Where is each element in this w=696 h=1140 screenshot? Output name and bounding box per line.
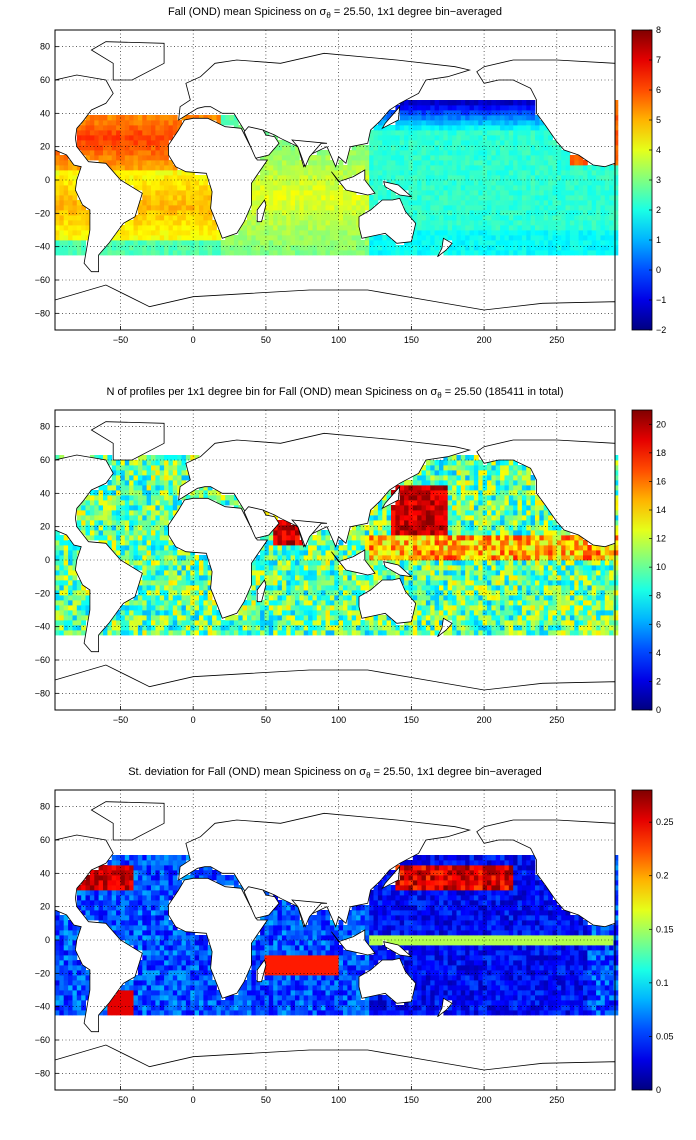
y-tick-label: 20 bbox=[40, 902, 50, 912]
x-tick-label: 250 bbox=[549, 715, 564, 725]
x-tick-label: −50 bbox=[113, 1095, 128, 1105]
colorbar bbox=[631, 409, 653, 711]
colorbar-tick-label: 7 bbox=[656, 55, 661, 65]
x-tick-label: 200 bbox=[477, 1095, 492, 1105]
y-tick-label: 60 bbox=[40, 455, 50, 465]
x-tick-label: 100 bbox=[331, 335, 346, 345]
x-tick-label: −50 bbox=[113, 715, 128, 725]
map-plot: −50 0 50 100 150 200 250806040200−20−40−60−808… bbox=[35, 25, 667, 345]
colorbar-tick-label: −2 bbox=[656, 325, 666, 335]
y-tick-label: 0 bbox=[45, 935, 50, 945]
colorbar-tick-label: 0 bbox=[656, 1085, 661, 1095]
colorbar-tick-label: 5 bbox=[656, 115, 661, 125]
y-tick-label: 80 bbox=[40, 42, 50, 52]
colorbar-tick-label: 3 bbox=[656, 175, 661, 185]
x-tick-label: 50 bbox=[261, 335, 271, 345]
colorbar-tick-label: −1 bbox=[656, 295, 666, 305]
y-tick-label: −40 bbox=[35, 1002, 50, 1012]
y-tick-label: 40 bbox=[40, 868, 50, 878]
y-tick-label: −20 bbox=[35, 208, 50, 218]
profile-count-panel: N of profiles per 1x1 degree bin for Fal… bbox=[0, 380, 696, 760]
colorbar-tick-label: 0.1 bbox=[656, 978, 669, 988]
colorbar-tick-label: 0 bbox=[656, 705, 661, 715]
colorbar-tick-label: 10 bbox=[656, 562, 666, 572]
y-tick-label: −80 bbox=[35, 1068, 50, 1078]
ocean-data bbox=[55, 100, 619, 256]
spiciness-stdev-panel: St. deviation for Fall (OND) mean Spicin… bbox=[0, 760, 696, 1140]
gridlines bbox=[55, 410, 615, 710]
colorbar-tick-label: 0.25 bbox=[656, 817, 674, 827]
x-tick-label: 0 bbox=[191, 715, 196, 725]
coastlines bbox=[54, 421, 616, 711]
x-tick-label: 150 bbox=[404, 715, 419, 725]
y-tick-label: 40 bbox=[40, 108, 50, 118]
y-tick-label: −80 bbox=[35, 688, 50, 698]
gridlines bbox=[55, 30, 615, 330]
y-tick-label: −40 bbox=[35, 622, 50, 632]
x-tick-label: 100 bbox=[331, 1095, 346, 1105]
panel-title: N of profiles per 1x1 degree bin for Fal… bbox=[106, 386, 564, 401]
x-tick-label: 50 bbox=[261, 1095, 271, 1105]
y-tick-label: 60 bbox=[40, 75, 50, 85]
colorbar-tick-label: 0.2 bbox=[656, 871, 669, 881]
colorbar-tick-label: 8 bbox=[656, 25, 661, 35]
colorbar-tick-label: 0.15 bbox=[656, 924, 674, 934]
colorbar-tick-label: 2 bbox=[656, 205, 661, 215]
x-tick-label: 200 bbox=[477, 335, 492, 345]
y-tick-label: −60 bbox=[35, 1035, 50, 1045]
x-tick-label: 0 bbox=[191, 1095, 196, 1105]
map-plot: −50 0 50 100 150 200 250806040200−20−40−60−802… bbox=[35, 409, 666, 725]
y-tick-label: −20 bbox=[35, 588, 50, 598]
colorbar-tick-label: 0.05 bbox=[656, 1031, 674, 1041]
y-tick-label: −80 bbox=[35, 308, 50, 318]
ocean-data bbox=[55, 855, 619, 1016]
y-tick-label: 80 bbox=[40, 422, 50, 432]
x-tick-label: 0 bbox=[191, 335, 196, 345]
panel-title: Fall (OND) mean Spiciness on σθ = 25.50,… bbox=[167, 6, 503, 21]
x-tick-label: 250 bbox=[549, 335, 564, 345]
colorbar-tick-label: 14 bbox=[656, 505, 666, 515]
colorbar-tick-label: 6 bbox=[656, 85, 661, 95]
colorbar-tick-label: 8 bbox=[656, 591, 661, 601]
y-tick-label: −60 bbox=[35, 275, 50, 285]
y-tick-label: −60 bbox=[35, 655, 50, 665]
y-tick-label: 80 bbox=[40, 802, 50, 812]
colorbar-tick-label: 4 bbox=[656, 648, 661, 658]
x-tick-label: 50 bbox=[261, 715, 271, 725]
x-tick-label: 150 bbox=[404, 1095, 419, 1105]
colorbar-tick-label: 18 bbox=[656, 448, 666, 458]
colorbar bbox=[631, 789, 653, 1091]
colorbar-tick-label: 20 bbox=[656, 419, 666, 429]
y-tick-label: −20 bbox=[35, 968, 50, 978]
colorbar-tick-label: 4 bbox=[656, 145, 661, 155]
panel-title: St. deviation for Fall (OND) mean Spicin… bbox=[128, 766, 542, 781]
x-tick-label: 150 bbox=[404, 335, 419, 345]
y-tick-label: 0 bbox=[45, 555, 50, 565]
colorbar-tick-label: 6 bbox=[656, 619, 661, 629]
y-tick-label: 60 bbox=[40, 835, 50, 845]
colorbar-tick-label: 2 bbox=[656, 676, 661, 686]
spiciness-mean-panel: Fall (OND) mean Spiciness on σθ = 25.50,… bbox=[0, 0, 696, 380]
y-tick-label: 20 bbox=[40, 522, 50, 532]
y-tick-label: 0 bbox=[45, 175, 50, 185]
colorbar-tick-label: 16 bbox=[656, 476, 666, 486]
y-tick-label: −40 bbox=[35, 242, 50, 252]
y-tick-label: 40 bbox=[40, 488, 50, 498]
x-tick-label: 200 bbox=[477, 715, 492, 725]
ocean-data bbox=[55, 455, 619, 636]
colorbar-tick-label: 0 bbox=[656, 265, 661, 275]
gridlines bbox=[55, 790, 615, 1090]
x-tick-label: −50 bbox=[113, 335, 128, 345]
map-plot: −50 0 50 100 150 200 250806040200−20−40−60−800… bbox=[35, 789, 674, 1105]
colorbar-tick-label: 1 bbox=[656, 235, 661, 245]
y-tick-label: 20 bbox=[40, 142, 50, 152]
x-tick-label: 250 bbox=[549, 1095, 564, 1105]
x-tick-label: 100 bbox=[331, 715, 346, 725]
colorbar-tick-label: 12 bbox=[656, 534, 666, 544]
